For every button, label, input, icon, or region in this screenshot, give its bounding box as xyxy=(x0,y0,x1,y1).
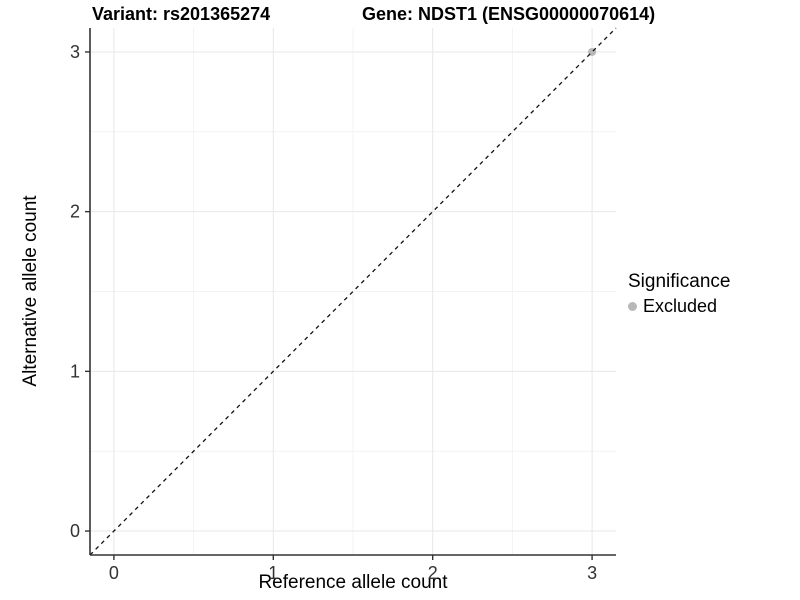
excluded-point-icon xyxy=(628,302,637,311)
legend: Significance Excluded xyxy=(628,271,730,317)
y-tick-label: 2 xyxy=(70,202,80,222)
y-tick-label: 0 xyxy=(70,521,80,541)
x-tick-label: 2 xyxy=(428,563,438,583)
legend-title: Significance xyxy=(628,271,731,292)
gene-title: Gene: NDST1 (ENSG00000070614) xyxy=(362,4,656,24)
y-tick-label: 3 xyxy=(70,42,80,62)
x-axis-title: Reference allele count xyxy=(258,572,448,593)
variant-title: Variant: rs201365274 xyxy=(92,4,271,24)
x-tick-label: 0 xyxy=(109,563,119,583)
legend-entry-label: Excluded xyxy=(643,296,718,316)
legend-entry-excluded: Excluded xyxy=(628,296,730,317)
y-tick-label: 1 xyxy=(70,361,80,381)
x-tick-label: 1 xyxy=(268,563,278,583)
x-tick-label: 3 xyxy=(587,563,597,583)
